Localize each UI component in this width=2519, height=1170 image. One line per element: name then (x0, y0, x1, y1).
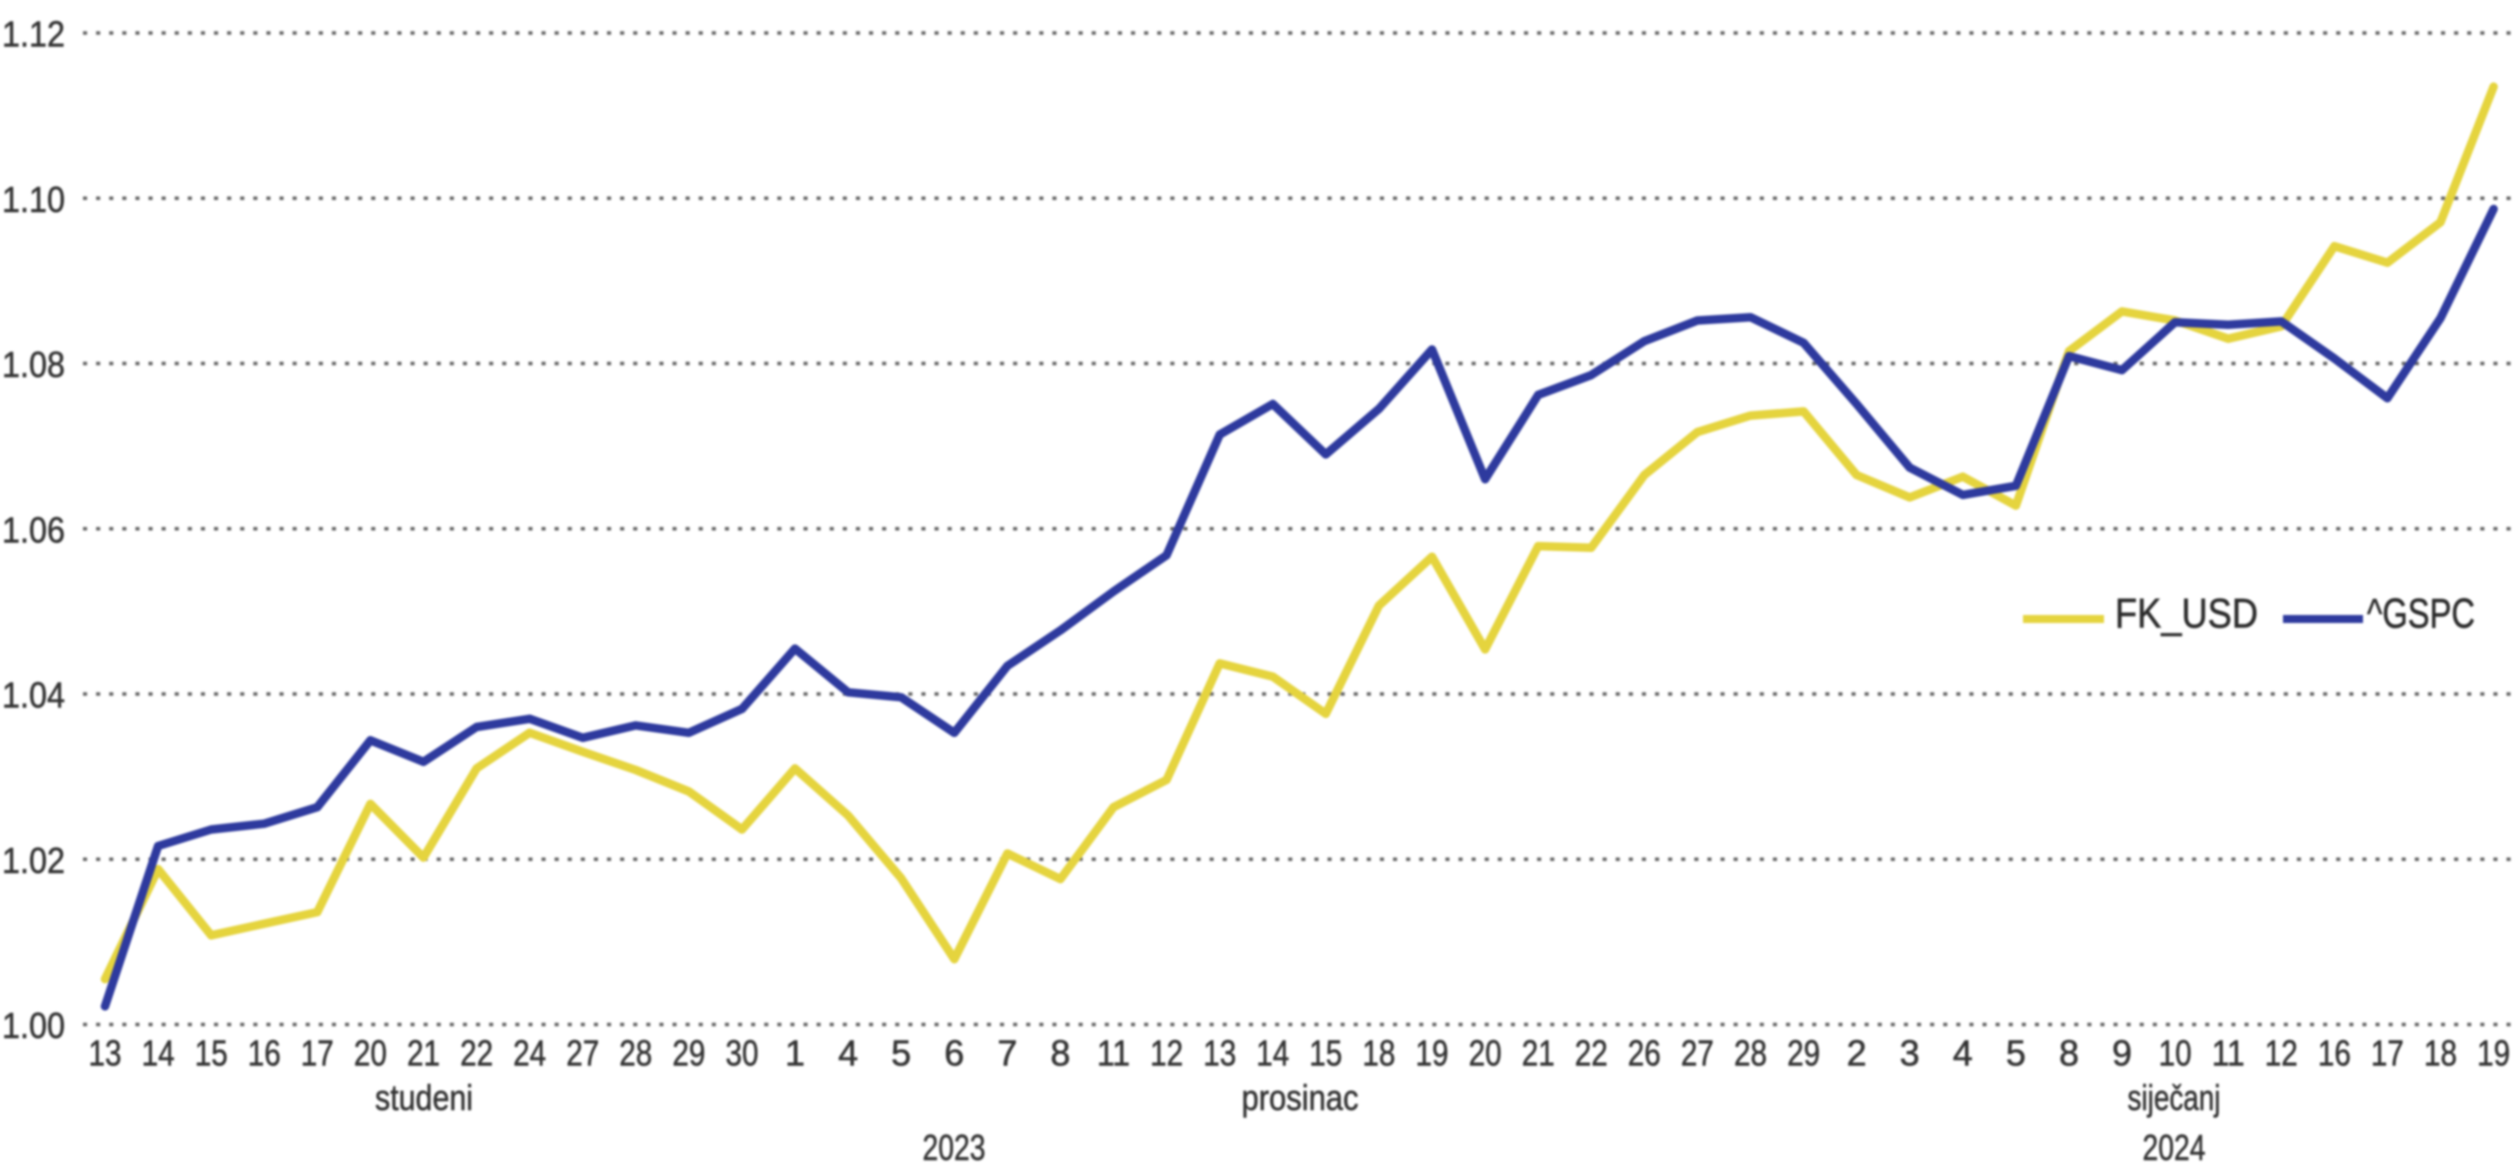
svg-text:1.00: 1.00 (2, 1005, 65, 1046)
svg-text:1.08: 1.08 (2, 344, 65, 385)
svg-text:1.06: 1.06 (2, 509, 65, 550)
svg-text:6: 6 (944, 1033, 964, 1074)
svg-text:15: 15 (195, 1033, 228, 1074)
svg-text:19: 19 (2477, 1033, 2510, 1074)
svg-text:11: 11 (1097, 1033, 1130, 1074)
svg-text:18: 18 (2424, 1033, 2457, 1074)
svg-text:15: 15 (1309, 1033, 1342, 1074)
svg-text:3: 3 (1900, 1033, 1920, 1074)
svg-text:^GSPC: ^GSPC (2367, 590, 2475, 637)
svg-text:14: 14 (1256, 1033, 1289, 1074)
svg-text:4: 4 (1953, 1033, 1973, 1074)
svg-text:20: 20 (1469, 1033, 1502, 1074)
svg-text:4: 4 (838, 1033, 858, 1074)
svg-text:11: 11 (2212, 1033, 2245, 1074)
svg-text:1.04: 1.04 (2, 675, 65, 716)
svg-text:siječanj: siječanj (2128, 1077, 2221, 1118)
svg-text:5: 5 (891, 1033, 911, 1074)
svg-text:14: 14 (142, 1033, 175, 1074)
svg-text:12: 12 (2265, 1033, 2298, 1074)
svg-text:30: 30 (726, 1033, 759, 1074)
svg-text:2: 2 (1847, 1033, 1867, 1074)
svg-text:1.10: 1.10 (2, 179, 65, 220)
svg-text:8: 8 (2059, 1033, 2079, 1074)
svg-text:27: 27 (1681, 1033, 1714, 1074)
svg-text:29: 29 (1787, 1033, 1820, 1074)
svg-text:16: 16 (248, 1033, 281, 1074)
svg-text:29: 29 (672, 1033, 705, 1074)
svg-text:12: 12 (1150, 1033, 1183, 1074)
svg-text:studeni: studeni (375, 1077, 473, 1118)
svg-text:17: 17 (2371, 1033, 2404, 1074)
svg-text:28: 28 (619, 1033, 652, 1074)
svg-text:5: 5 (2006, 1033, 2026, 1074)
svg-text:FK_USD: FK_USD (2115, 590, 2258, 637)
svg-text:1.02: 1.02 (2, 840, 65, 881)
svg-text:16: 16 (2318, 1033, 2351, 1074)
svg-text:21: 21 (1522, 1033, 1555, 1074)
svg-text:24: 24 (513, 1033, 546, 1074)
svg-text:20: 20 (354, 1033, 387, 1074)
svg-text:28: 28 (1734, 1033, 1767, 1074)
svg-text:1.12: 1.12 (2, 14, 65, 55)
svg-text:1: 1 (785, 1033, 805, 1074)
svg-text:26: 26 (1628, 1033, 1661, 1074)
svg-text:22: 22 (1575, 1033, 1608, 1074)
svg-text:prosinac: prosinac (1242, 1077, 1359, 1118)
svg-text:13: 13 (1203, 1033, 1236, 1074)
svg-text:9: 9 (2112, 1033, 2132, 1074)
svg-text:19: 19 (1416, 1033, 1449, 1074)
svg-text:2024: 2024 (2143, 1127, 2206, 1168)
svg-text:13: 13 (89, 1033, 122, 1074)
svg-text:17: 17 (301, 1033, 334, 1074)
svg-text:21: 21 (407, 1033, 440, 1074)
svg-text:22: 22 (460, 1033, 493, 1074)
svg-text:8: 8 (1050, 1033, 1070, 1074)
svg-text:7: 7 (997, 1033, 1017, 1074)
svg-text:27: 27 (566, 1033, 599, 1074)
svg-text:18: 18 (1362, 1033, 1395, 1074)
svg-text:10: 10 (2159, 1033, 2192, 1074)
svg-text:2023: 2023 (923, 1127, 986, 1168)
